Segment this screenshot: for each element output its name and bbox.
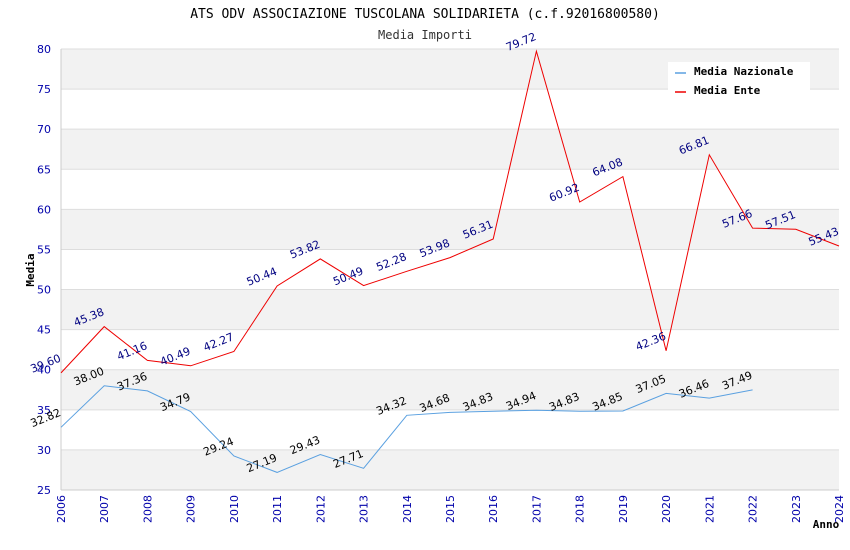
y-tick-label: 55 xyxy=(37,243,51,256)
y-axis-label: Media xyxy=(24,253,37,286)
y-tick-label: 35 xyxy=(37,404,51,417)
x-tick-label: 2018 xyxy=(574,495,587,523)
x-tick-label: 2009 xyxy=(185,495,198,523)
data-label-media-ente: 60.92 xyxy=(547,181,581,205)
legend-box xyxy=(668,62,810,100)
x-tick-label: 2011 xyxy=(271,495,284,523)
legend-label-media-nazionale: Media Nazionale xyxy=(694,65,794,78)
background-band xyxy=(61,369,839,410)
x-tick-label: 2016 xyxy=(487,495,500,523)
y-tick-label: 45 xyxy=(37,324,51,337)
x-tick-label: 2006 xyxy=(55,495,68,523)
series-line-media-nazionale xyxy=(60,385,753,473)
x-tick-label: 2013 xyxy=(358,495,371,523)
x-tick-label: 2023 xyxy=(790,495,803,523)
x-tick-label: 2014 xyxy=(401,495,414,523)
y-tick-label: 40 xyxy=(37,364,51,377)
data-label-media-ente: 52.28 xyxy=(374,250,408,274)
series-line-media-ente xyxy=(60,49,840,374)
axes xyxy=(60,49,839,491)
x-tick-label: 2024 xyxy=(833,495,846,523)
y-tick-label: 80 xyxy=(37,43,51,56)
background-band xyxy=(61,289,839,330)
data-label-media-ente: 41.16 xyxy=(115,339,149,363)
data-label-media-ente: 50.44 xyxy=(245,265,279,289)
x-tick-label: 2017 xyxy=(530,495,543,523)
y-tick-label: 75 xyxy=(37,83,51,96)
background-bands xyxy=(61,49,839,490)
chart-subtitle: Media Importi xyxy=(378,28,472,42)
gridlines xyxy=(61,48,839,491)
x-tick-label: 2007 xyxy=(98,495,111,523)
y-tick-label: 25 xyxy=(37,484,51,497)
data-label-media-ente: 50.49 xyxy=(331,264,365,288)
x-tick-label: 2015 xyxy=(444,495,457,523)
chart-title: ATS ODV ASSOCIAZIONE TUSCOLANA SOLIDARIE… xyxy=(190,7,660,22)
x-axis-label: Anno xyxy=(813,518,840,531)
legend-label-media-ente: Media Ente xyxy=(694,84,761,97)
y-tick-label: 30 xyxy=(37,444,51,457)
x-tick-label: 2021 xyxy=(703,495,716,523)
background-band xyxy=(61,209,839,250)
x-tick-labels: 2006 2007 2008 2009 2010 2011 2012 2013 2014 2015… xyxy=(55,495,846,523)
x-tick-label: 2012 xyxy=(314,495,327,523)
x-tick-label: 2020 xyxy=(660,495,673,523)
y-tick-label: 70 xyxy=(37,123,51,136)
data-label-media-ente: 42.36 xyxy=(634,330,668,354)
series-group xyxy=(60,49,840,473)
legend: Media Nazionale Media Ente xyxy=(668,62,810,100)
x-tick-label: 2008 xyxy=(141,495,154,523)
y-tick-label: 50 xyxy=(37,284,51,297)
y-tick-label: 65 xyxy=(37,163,51,176)
y-tick-labels: 25 30 35 40 45 50 55 60 65 70 75 80 xyxy=(37,43,51,497)
x-tick-label: 2019 xyxy=(617,495,630,523)
background-band xyxy=(61,129,839,170)
data-label-media-ente: 42.27 xyxy=(202,330,236,354)
x-tick-label: 2022 xyxy=(747,495,760,523)
y-tick-label: 60 xyxy=(37,203,51,216)
x-tick-label: 2010 xyxy=(228,495,241,523)
background-band xyxy=(61,449,839,490)
